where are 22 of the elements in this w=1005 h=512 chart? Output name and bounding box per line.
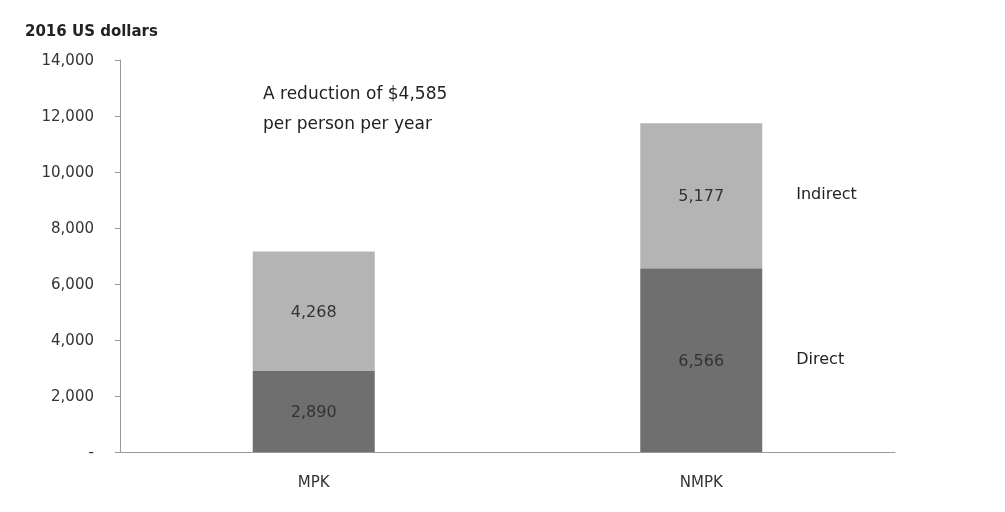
x-tick-label: NMPK (679, 472, 724, 491)
data-label: 5,177 (678, 186, 725, 206)
data-label: 4,268 (290, 301, 337, 321)
bar (252, 251, 375, 372)
bar (640, 123, 763, 269)
text: Indirect (796, 184, 857, 204)
y-tick-label: 6,000 (51, 275, 94, 293)
bar (640, 268, 763, 452)
y-tick-label: 2,000 (51, 387, 94, 405)
y-tick-label: 8,000 (51, 219, 94, 237)
annotation: A reduction of $4,585 per person per year (263, 83, 448, 133)
y-tick-label: 10,000 (41, 163, 94, 181)
x-tick-label: MPK (297, 472, 331, 491)
data-label: 2,890 (290, 402, 337, 422)
y-tick-label: - (88, 443, 94, 461)
bar (252, 371, 375, 452)
y-axis-title: 2016 US dollars (25, 21, 159, 40)
data-label: 6,566 (678, 350, 725, 370)
y-tick-label: 4,000 (51, 331, 94, 349)
text: Direct (796, 348, 845, 368)
y-tick-label: 12,000 (41, 107, 94, 125)
y-tick-label: 14,000 (41, 51, 94, 69)
